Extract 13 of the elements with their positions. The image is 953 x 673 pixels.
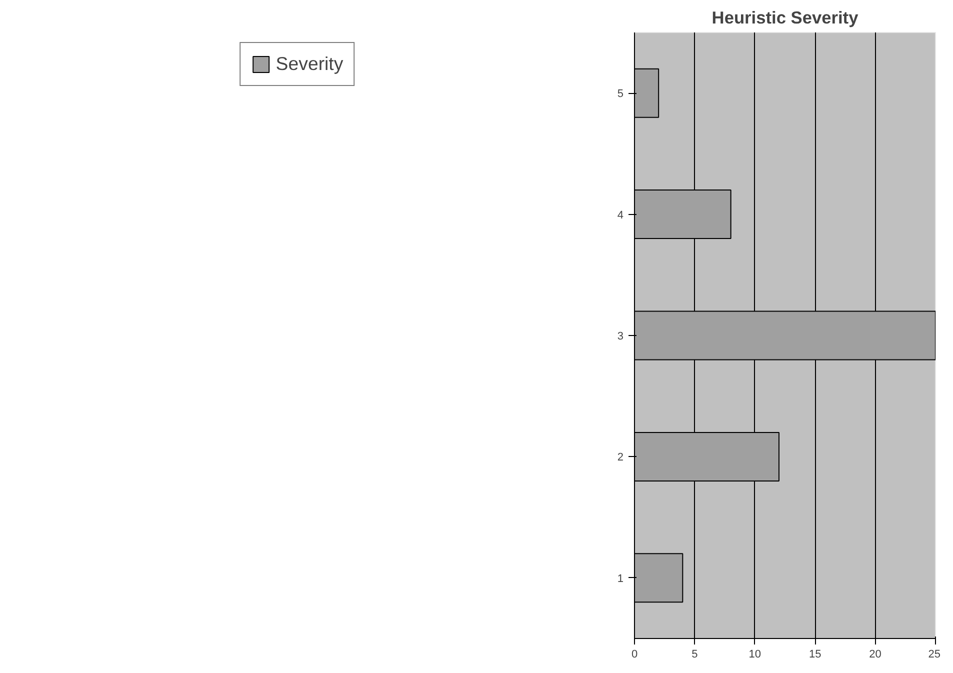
y-tick-label: 5 (617, 88, 624, 100)
y-tick-label: 3 (617, 330, 624, 342)
legend-label: Severity (276, 53, 344, 75)
x-tick-label: 10 (748, 648, 762, 660)
y-tick-label: 2 (617, 452, 624, 464)
x-tick-label: 25 (928, 648, 941, 660)
y-tick-label: 1 (617, 572, 624, 585)
x-tick-label: 0 (631, 648, 638, 660)
x-tick-label: 20 (869, 648, 882, 660)
y-tick-label: 4 (617, 209, 624, 222)
chart-title: Heuristic Severity (712, 8, 859, 28)
x-tick-label: 5 (692, 648, 698, 660)
x-tick-label: 15 (808, 648, 822, 660)
